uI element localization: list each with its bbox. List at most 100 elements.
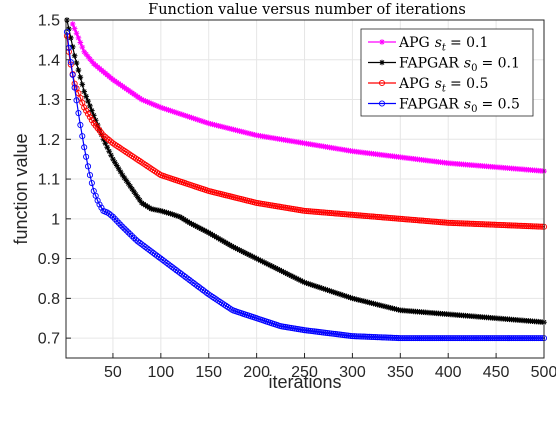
data-point [439,335,446,342]
data-point [63,28,71,35]
x-tick-label: 300 [339,364,366,381]
data-point [368,213,375,220]
data-point [272,265,279,271]
data-point [339,211,346,218]
data-point [207,231,214,237]
data-point [140,97,147,104]
data-point [100,136,107,143]
data-point [364,333,371,340]
data-point [288,272,294,279]
data-point [73,60,80,66]
data-point [483,221,490,228]
data-point [314,208,321,216]
data-point [328,288,335,295]
x-tick-label: 250 [291,364,318,381]
data-point [332,289,338,296]
data-point [142,244,149,251]
data-point [85,53,91,60]
data-point [142,202,149,209]
data-point [447,219,454,226]
data-point [85,98,91,104]
data-point [479,335,486,342]
data-point [77,121,84,129]
data-point [113,162,120,169]
data-point [510,335,517,342]
data-point [311,282,317,289]
data-point [86,172,93,179]
data-point [378,334,385,341]
data-point [498,335,505,342]
data-point [351,211,358,219]
data-point [374,213,381,220]
data-point [163,106,170,113]
data-point [500,222,507,229]
data-point [485,221,492,228]
data-point [286,272,292,278]
data-point [433,218,440,225]
data-point [278,268,285,274]
data-point [117,169,124,175]
data-point [452,220,459,227]
data-point [119,172,126,178]
data-point [140,242,147,249]
data-point [351,333,358,340]
data-point [345,294,352,300]
data-point [110,156,116,162]
data-point [514,335,521,342]
data-point [376,334,383,341]
data-point [155,254,162,261]
y-tick-label: 1.2 [38,132,60,149]
data-point [154,103,160,109]
data-point [165,261,172,268]
data-point [138,200,145,206]
data-point [464,335,471,342]
data-point [385,334,392,341]
data-point [213,234,220,240]
data-point [506,222,513,229]
data-point [479,221,486,228]
data-point [125,229,132,236]
data-point [456,335,463,342]
data-point [263,260,270,267]
data-point [347,294,354,301]
data-point [517,222,525,229]
data-point [276,267,283,273]
data-point [69,71,76,78]
data-point [389,215,396,222]
data-point [71,25,78,32]
data-point [527,335,534,342]
data-point [177,214,183,220]
data-point [471,220,479,227]
data-point [133,191,139,198]
data-point [496,221,503,228]
data-point [416,335,423,342]
data-point [437,335,444,342]
data-point [477,221,484,228]
data-point [358,333,366,340]
data-point [447,335,454,342]
data-point [529,223,536,230]
data-point [150,249,157,256]
data-point [489,221,496,228]
data-point [450,219,458,227]
legend-marker [379,59,385,66]
data-point [309,282,315,288]
data-point [435,218,442,226]
data-point [152,251,159,258]
data-point [399,215,406,223]
data-point [66,26,72,32]
data-point [253,255,260,262]
data-point [86,113,93,121]
data-point [205,229,212,236]
y-tick-label: 1.3 [38,92,60,109]
data-point [506,335,513,342]
data-point [340,292,346,298]
data-point [362,333,369,340]
data-point [240,249,247,255]
data-point [397,215,404,222]
data-point [146,246,153,254]
data-point [368,333,375,340]
data-point [408,216,415,223]
legend-label: FAPGAR s0 = 0.5 [399,97,520,116]
data-point [508,335,515,342]
